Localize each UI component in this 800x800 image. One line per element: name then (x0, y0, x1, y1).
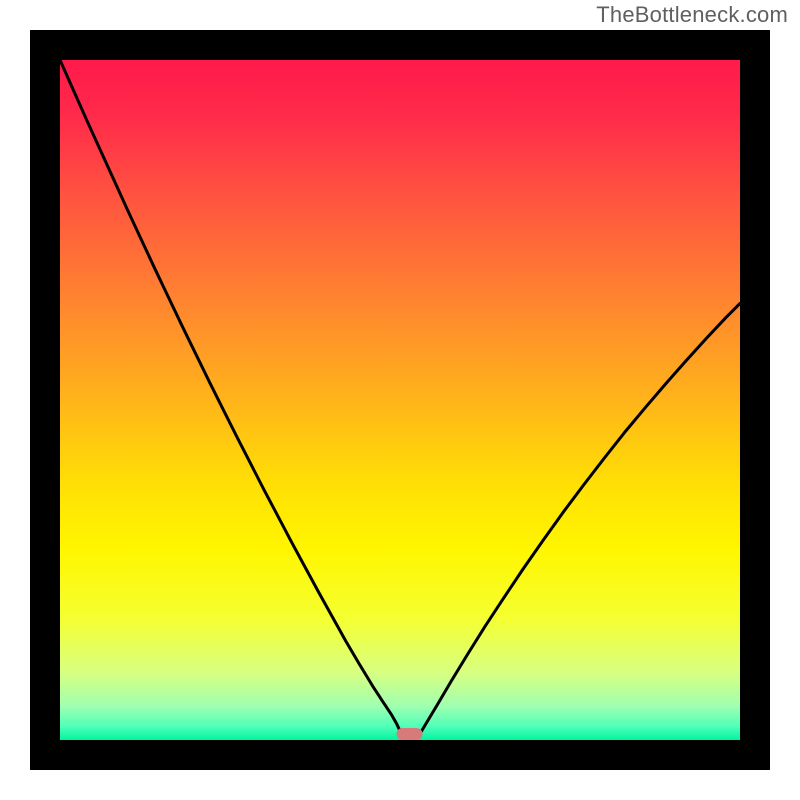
bottleneck-chart (0, 0, 800, 800)
chart-container: { "watermark": { "text": "TheBottleneck.… (0, 0, 800, 800)
plot-background (60, 60, 740, 740)
minimum-marker (397, 728, 423, 740)
watermark-text: TheBottleneck.com (596, 2, 788, 28)
